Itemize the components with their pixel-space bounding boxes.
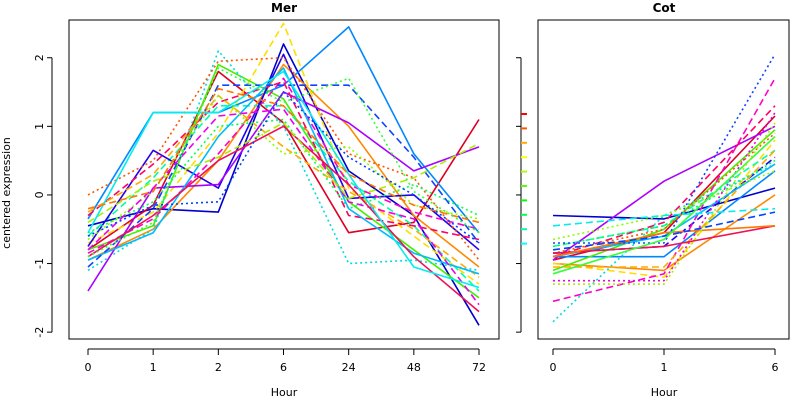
- series-line-cot-11: [552, 77, 776, 303]
- series-line-cot-24: [552, 136, 776, 275]
- panel-mer: Mer Hour -2 -1 0 1 2 0 1 2 6 24 48 72: [33, 1, 500, 399]
- x-tick-label: 48: [407, 361, 421, 374]
- panel-cot: Cot Hour 0 1 6: [516, 1, 790, 399]
- series-line-cot-6: [552, 129, 776, 272]
- plot-frame-mer: [68, 19, 500, 340]
- y-tick-label: 1: [33, 123, 46, 130]
- y-tick-label: 0: [33, 191, 46, 198]
- x-tick-label: 72: [472, 361, 486, 374]
- series-group-mer: [87, 22, 480, 326]
- series-line-cot-15: [552, 159, 776, 248]
- y-axis-label: centered expression: [0, 137, 13, 249]
- color-legend: [521, 113, 527, 245]
- series-line-mer-3: [87, 26, 480, 234]
- panel-title-mer: Mer: [271, 1, 297, 15]
- series-line-mer-5: [87, 22, 480, 285]
- panel-title-cot: Cot: [653, 1, 676, 15]
- series-line-cot-13: [552, 132, 776, 254]
- series-line-cot-17: [553, 53, 776, 244]
- series-line-cot-22: [552, 211, 776, 251]
- series-line-cot-5: [552, 139, 776, 279]
- x-tick-label: 2: [215, 361, 222, 374]
- series-line-mer-16: [87, 67, 480, 275]
- plot-frame-cot: [537, 19, 790, 340]
- series-line-mer-9: [87, 53, 480, 251]
- series-line-mer-21: [87, 122, 480, 224]
- series-line-cot-21: [552, 225, 776, 258]
- series-line-cot-25: [553, 122, 776, 285]
- series-line-cot-7: [552, 163, 776, 323]
- x-tick-label: 1: [150, 361, 157, 374]
- series-line-mer-18: [87, 94, 480, 241]
- series-line-cot-20: [552, 225, 776, 254]
- x-tick-label: 1: [661, 361, 668, 374]
- series-group-cot: [552, 53, 776, 323]
- series-line-mer-4: [87, 63, 480, 268]
- y-tick-label: 2: [33, 54, 46, 61]
- series-line-mer-17: [87, 84, 480, 268]
- series-line-cot-1: [552, 187, 776, 220]
- series-line-mer-11: [87, 77, 480, 254]
- series-line-cot-19: [553, 112, 776, 282]
- x-tick-label: 0: [550, 361, 557, 374]
- series-line-mer-22: [87, 70, 480, 289]
- series-line-mer-23: [87, 87, 480, 224]
- series-line-cot-23: [552, 207, 776, 227]
- y-tick-label: -1: [33, 258, 46, 269]
- series-line-cot-14: [553, 149, 776, 268]
- series-line-mer-12: [87, 80, 480, 241]
- x-tick-label: 6: [280, 361, 287, 374]
- series-line-mer-15: [87, 118, 480, 234]
- series-line-mer-24: [87, 91, 480, 244]
- series-line-mer-20: [87, 125, 480, 313]
- series-line-mer-19: [87, 108, 480, 306]
- y-tick-label: -2: [33, 327, 46, 338]
- x-tick-label: 6: [772, 361, 779, 374]
- x-axis-label-mer: Hour: [271, 386, 298, 399]
- series-line-cot-8: [552, 149, 776, 248]
- x-tick-label: 0: [85, 361, 92, 374]
- x-axis-label-cot: Hour: [651, 386, 678, 399]
- x-tick-label: 24: [342, 361, 356, 374]
- series-line-mer-6: [87, 63, 480, 299]
